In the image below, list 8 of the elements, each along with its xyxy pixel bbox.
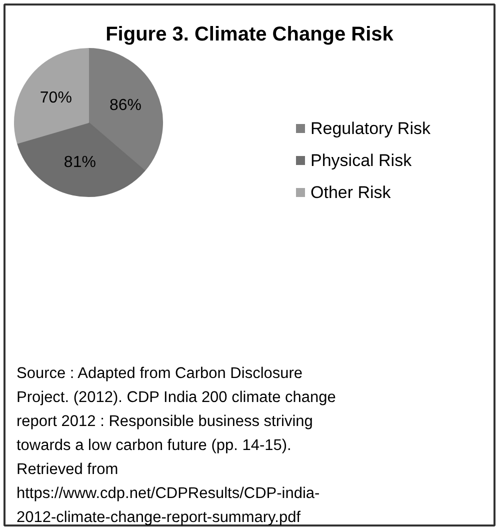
data-label: 81% xyxy=(64,154,96,171)
source-note: Source : Adapted from Carbon Disclosure Project. (2012). CDP India 200 climate change report 2012 : Responsible business striving towards a low carbon future (pp. 14-15). Retrieved from https://www.cdp.net/CDPResults/CDP-india- 2012-climate-change-report-summary.pdf xyxy=(16,365,336,526)
legend-label: Physical Risk xyxy=(310,151,412,170)
legend-label: Regulatory Risk xyxy=(310,119,431,138)
data-label: 86% xyxy=(109,97,142,114)
data-label: 70% xyxy=(40,90,72,107)
chart-title: Figure 3. Climate Change Risk xyxy=(106,24,394,46)
legend-label: Other Risk xyxy=(310,183,392,202)
